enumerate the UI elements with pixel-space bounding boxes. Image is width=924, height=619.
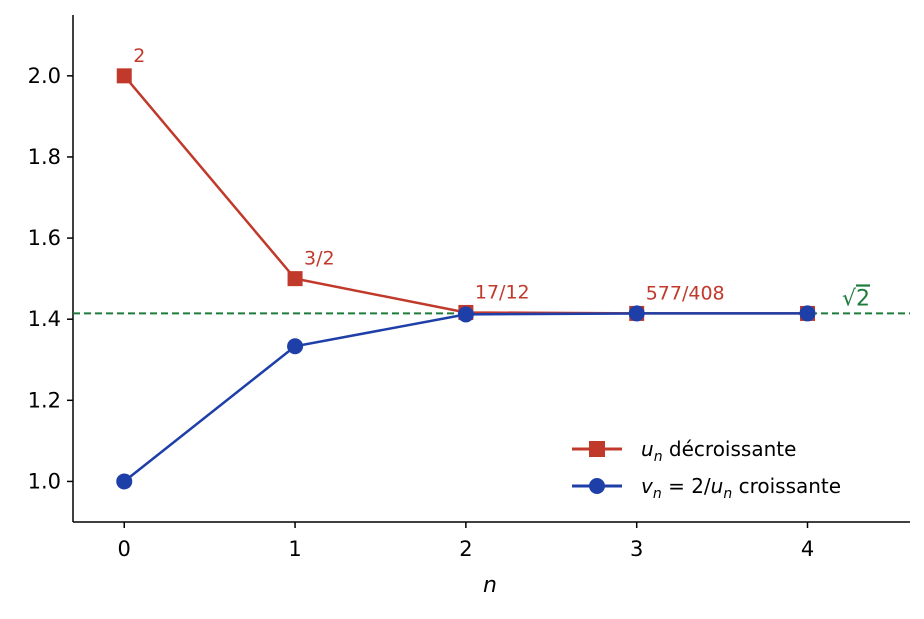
- data-label-u-0: 2: [133, 45, 145, 67]
- point-v-0: [116, 473, 133, 490]
- svg-text:un décroissante: un décroissante: [641, 437, 796, 465]
- legend: un décroissante vn = 2/un croissante: [572, 437, 841, 502]
- point-v-1: [287, 338, 304, 355]
- sqrt2-value: 2: [856, 286, 870, 311]
- legend-marker-v: [589, 478, 605, 494]
- data-labels-group: 2 3/2 17/12 577/408: [133, 45, 724, 305]
- y-tick-label: 1.0: [28, 469, 61, 493]
- legend-u-sub: n: [654, 449, 663, 465]
- x-tick-label: 4: [801, 537, 814, 561]
- legend-item-v: vn = 2/un croissante: [572, 474, 841, 502]
- data-label-u-2: 17/12: [475, 281, 530, 303]
- point-v-3: [628, 305, 645, 322]
- legend-v-sub2: n: [723, 486, 732, 502]
- y-tick-label: 2.0: [28, 64, 61, 88]
- x-tick-label: 3: [630, 537, 643, 561]
- legend-u-text: décroissante: [663, 437, 797, 461]
- legend-marker-u: [589, 441, 605, 457]
- legend-v-sub: n: [653, 486, 662, 502]
- point-u-0: [116, 68, 132, 84]
- svg-text:vn = 2/un croissante: vn = 2/un croissante: [641, 474, 841, 502]
- y-tick-label: 1.2: [28, 388, 61, 412]
- legend-u-var: u: [641, 437, 654, 461]
- x-tick-label: 0: [118, 537, 131, 561]
- point-v-2: [457, 306, 474, 323]
- data-label-u-1: 3/2: [304, 248, 335, 270]
- legend-v-var: v: [641, 474, 654, 498]
- legend-v-eq: = 2/: [662, 474, 711, 498]
- axes: 0 1 2 3 4 1.0 1.2 1.4 1.6 1.8 2.0: [28, 15, 910, 561]
- sqrt2-radical: √: [842, 286, 857, 311]
- sqrt2-label: √2: [842, 286, 870, 311]
- data-label-u-3: 577/408: [646, 282, 725, 304]
- y-tick-label: 1.4: [28, 307, 61, 331]
- series-line-u: [123, 75, 808, 315]
- y-tick-label: 1.8: [28, 145, 61, 169]
- legend-v-text: croissante: [732, 474, 841, 498]
- y-tick-label: 1.6: [28, 226, 61, 250]
- x-tick-label: 1: [288, 537, 301, 561]
- point-u-1: [287, 271, 303, 287]
- legend-item-u: un décroissante: [572, 437, 796, 465]
- point-v-4: [799, 305, 816, 322]
- x-axis-label: n: [483, 573, 497, 598]
- legend-v-var2: u: [711, 474, 724, 498]
- series-group: [116, 68, 816, 490]
- x-tick-label: 2: [459, 537, 472, 561]
